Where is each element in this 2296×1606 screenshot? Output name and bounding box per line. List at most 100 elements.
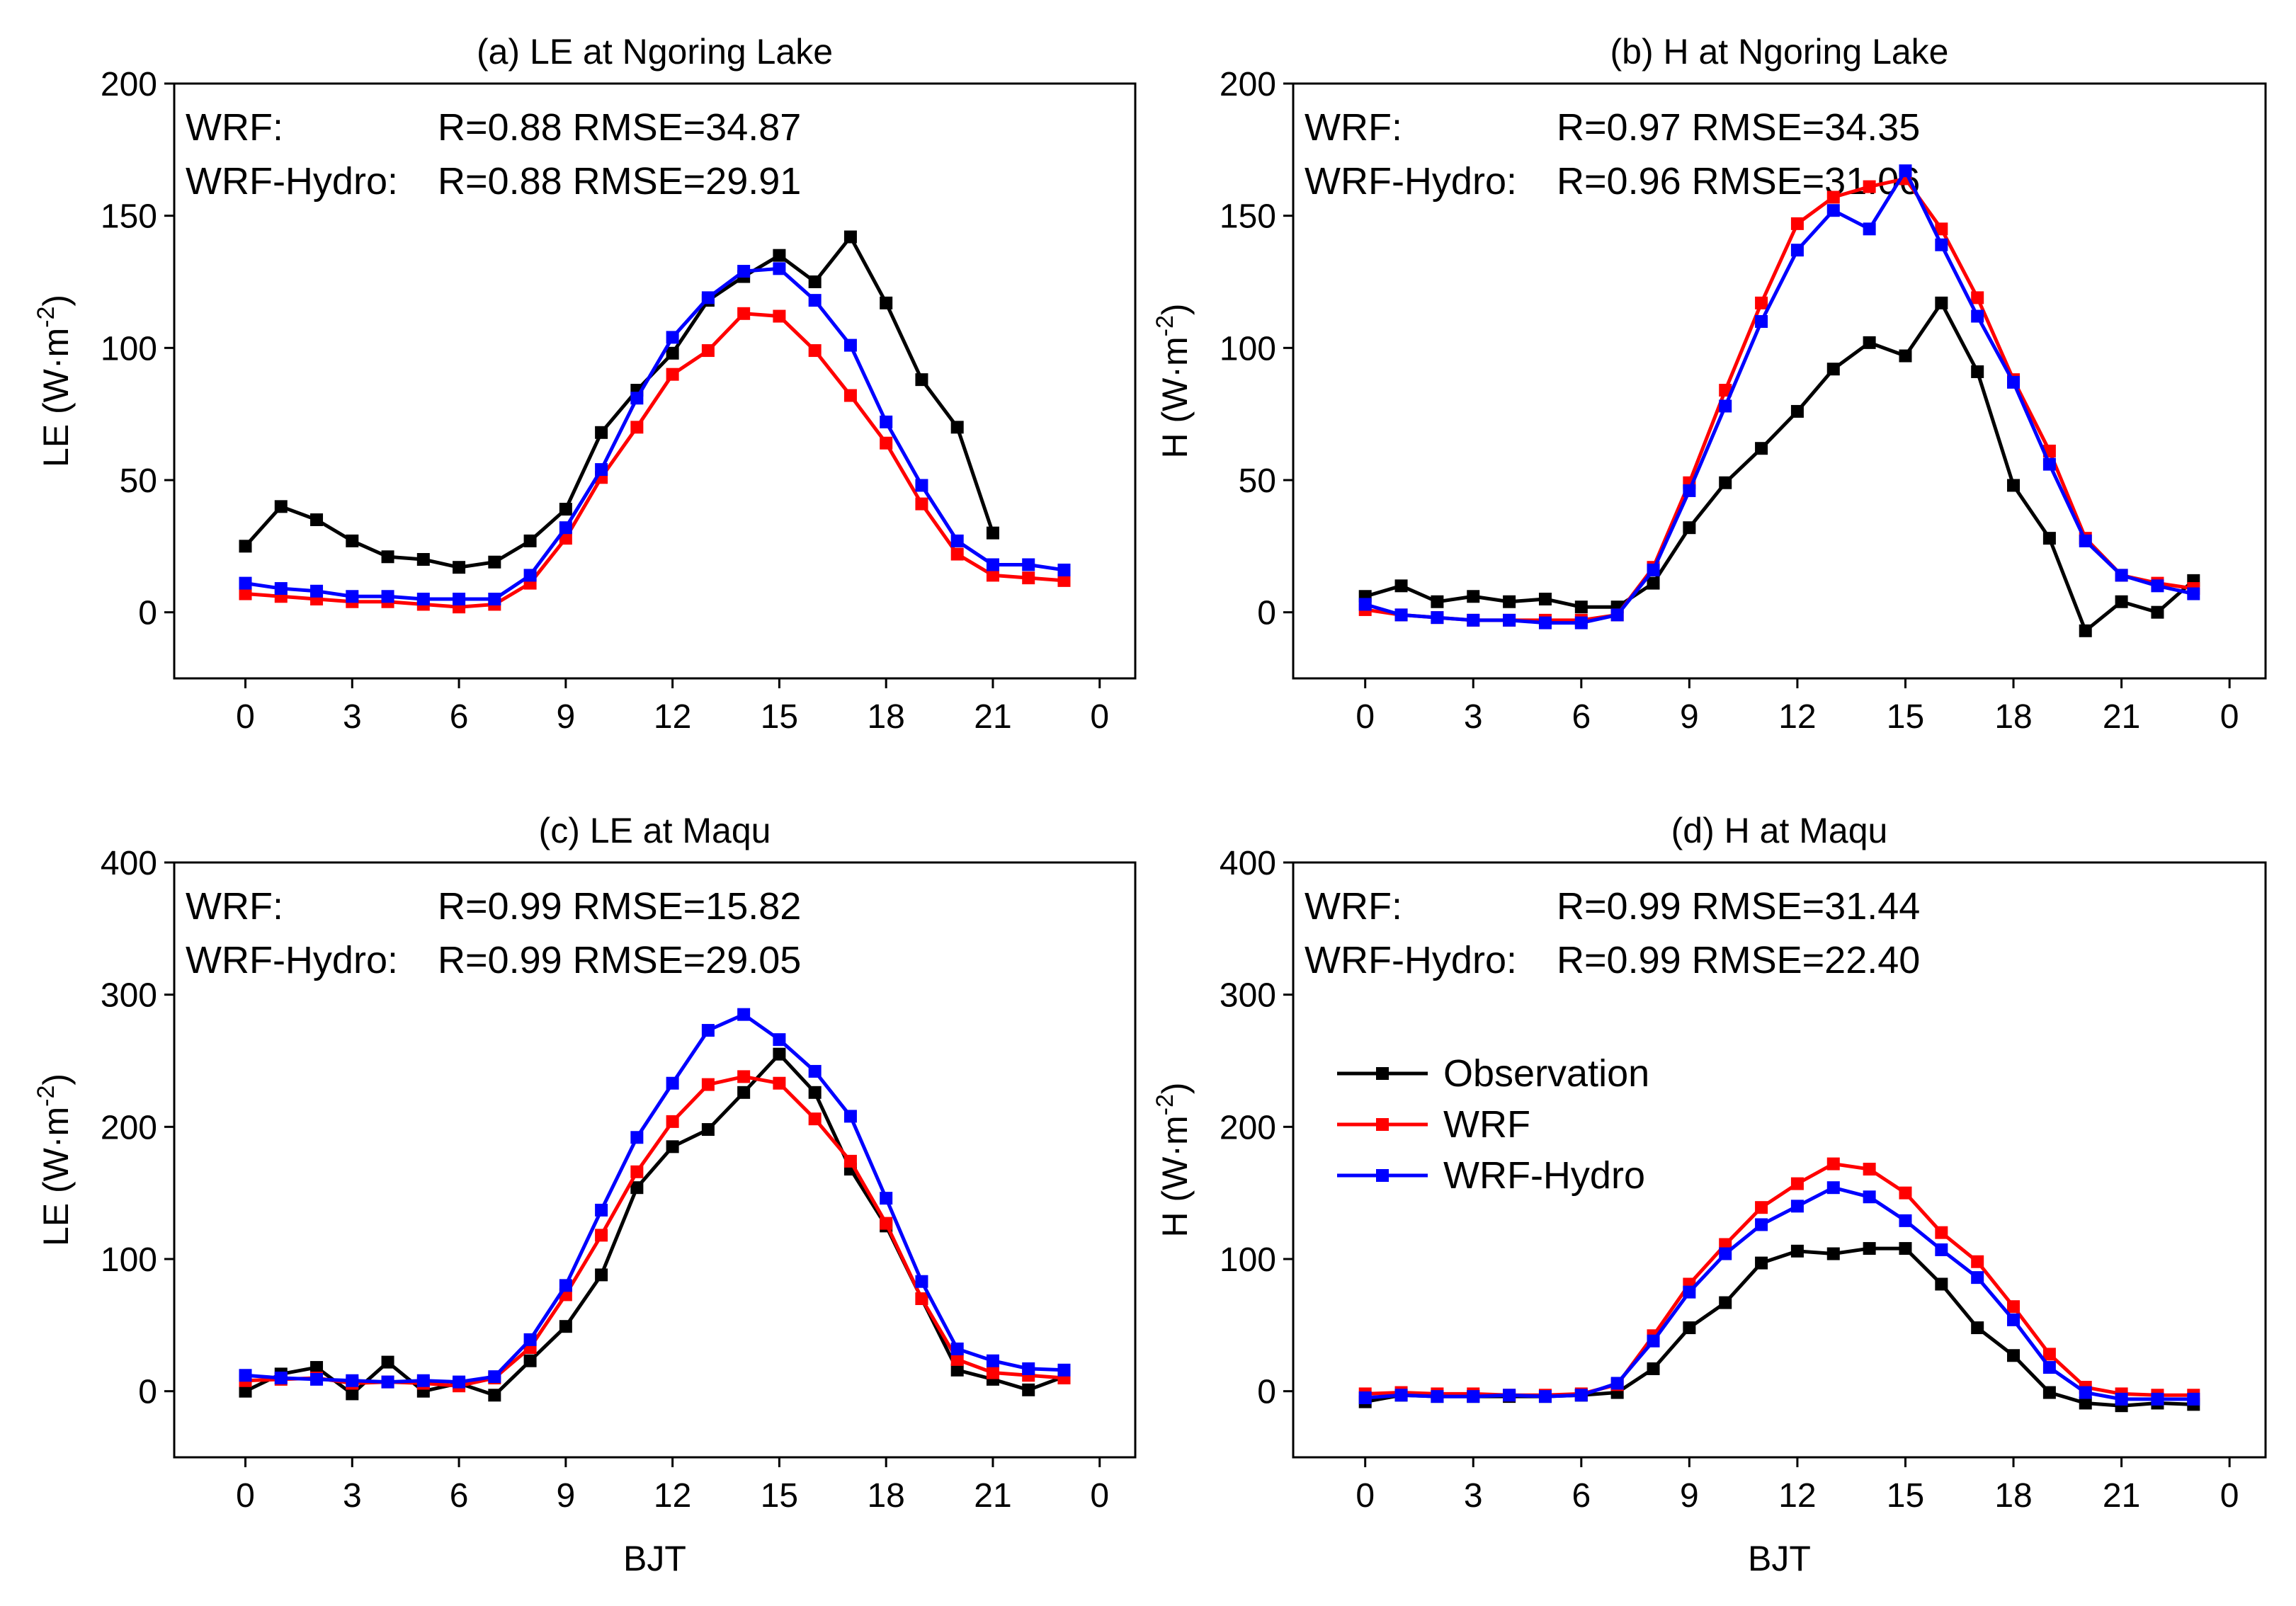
data-point: [1719, 399, 1732, 413]
data-point: [1610, 1377, 1624, 1390]
data-point: [1574, 600, 1588, 614]
data-point: [1610, 608, 1624, 622]
data-point: [808, 1112, 822, 1126]
data-point: [2042, 532, 2056, 545]
data-point: [2151, 1392, 2164, 1406]
annotation-text: R=0.99 RMSE=29.05: [438, 939, 801, 981]
data-point: [381, 1375, 394, 1389]
data-point: [986, 558, 999, 571]
data-point: [1826, 1157, 1840, 1171]
x-tick-label: 3: [343, 698, 362, 736]
y-axis-label: LE (W·m-2): [33, 295, 76, 467]
data-point: [488, 593, 501, 605]
data-point: [1683, 521, 1696, 535]
data-point: [1755, 1256, 1768, 1270]
legend-label: WRF-Hydro: [1443, 1154, 1645, 1197]
data-point: [843, 338, 857, 352]
data-point: [1935, 222, 1948, 236]
data-point: [1755, 1201, 1768, 1214]
data-point: [773, 1033, 786, 1047]
data-point: [381, 550, 394, 564]
data-point: [1022, 1362, 1035, 1375]
data-point: [239, 1384, 252, 1398]
y-label-superscript: -2: [33, 1086, 59, 1107]
data-point: [1755, 315, 1768, 328]
y-tick-label: 400: [101, 845, 157, 882]
data-point: [1057, 563, 1071, 576]
data-point: [488, 555, 501, 569]
y-label-text: LE (W·m: [36, 328, 76, 467]
y-tick-label: 0: [1257, 595, 1276, 632]
legend-label: WRF: [1443, 1103, 1530, 1146]
data-point: [1574, 1389, 1588, 1402]
y-axis-label: H (W·m-2): [1152, 303, 1195, 458]
x-tick-label: 3: [1464, 1477, 1483, 1515]
data-point: [239, 587, 252, 600]
data-point: [666, 1115, 679, 1128]
data-point: [2151, 579, 2164, 593]
annotation-label: WRF-Hydro:: [186, 160, 398, 203]
data-point: [701, 1123, 715, 1137]
series-line: [245, 312, 1064, 609]
data-point: [1358, 1391, 1372, 1404]
annotation-label: WRF-Hydro:: [1305, 160, 1517, 203]
data-point: [1467, 590, 1480, 603]
data-point: [239, 576, 252, 590]
series-line: [1365, 1185, 2194, 1401]
data-point: [630, 421, 644, 434]
data-point: [915, 1275, 928, 1288]
y-label-text: ): [36, 1073, 76, 1086]
chart-title: (c) LE at Maqu: [539, 811, 771, 850]
data-point: [559, 532, 572, 545]
x-tick-label: 9: [1680, 1477, 1699, 1515]
data-point: [737, 265, 751, 278]
x-tick-label: 21: [974, 1477, 1011, 1515]
data-point: [453, 593, 466, 605]
data-point: [2042, 457, 2056, 471]
y-tick-label: 400: [1220, 845, 1276, 882]
y-tick-label: 200: [101, 66, 157, 103]
legend-marker: [1376, 1169, 1389, 1182]
panel: (a) LE at Ngoring Lake 0 3 6 9 12 15 18 21 0 0 50 10…: [33, 32, 1137, 736]
data-point: [1647, 576, 1660, 590]
data-point: [1899, 349, 1912, 363]
data-point: [1719, 384, 1732, 397]
x-tick-label: 6: [450, 698, 469, 736]
y-label-superscript: -2: [33, 307, 59, 328]
data-point: [1971, 365, 1984, 378]
data-point: [559, 1279, 572, 1292]
data-point: [2079, 1396, 2092, 1410]
x-tick-label: 15: [761, 1477, 798, 1515]
chart-title: (d) H at Maqu: [1671, 811, 1888, 850]
data-point: [737, 1086, 751, 1099]
data-point: [274, 500, 288, 513]
x-tick-label: 0: [1356, 698, 1375, 736]
data-point: [1790, 404, 1804, 418]
data-point: [1719, 1296, 1732, 1309]
data-point: [1538, 1390, 1552, 1403]
data-point: [1863, 222, 1876, 236]
data-point: [595, 1229, 608, 1242]
x-tick-label: 0: [1090, 698, 1109, 736]
data-point: [1503, 613, 1516, 627]
data-point: [808, 344, 822, 358]
y-tick-label: 200: [1220, 1109, 1276, 1146]
annotation-text: R=0.88 RMSE=29.91: [438, 160, 801, 203]
data-point: [737, 307, 751, 320]
data-point: [2079, 624, 2092, 637]
data-point: [808, 294, 822, 307]
data-point: [666, 331, 679, 344]
data-point: [523, 569, 537, 582]
y-label-text: H (W·m: [1155, 1115, 1195, 1237]
annotation-label: WRF:: [186, 106, 283, 149]
data-point: [1683, 1285, 1696, 1299]
data-point: [1647, 563, 1660, 576]
annotation-label: WRF:: [186, 885, 283, 928]
x-tick-label: 0: [2220, 1477, 2239, 1515]
x-tick-label: 12: [654, 698, 691, 736]
data-point: [843, 1154, 857, 1168]
data-point: [950, 421, 964, 434]
data-point: [453, 1375, 466, 1389]
plot-frame: [1292, 861, 2267, 1459]
data-point: [1790, 217, 1804, 230]
